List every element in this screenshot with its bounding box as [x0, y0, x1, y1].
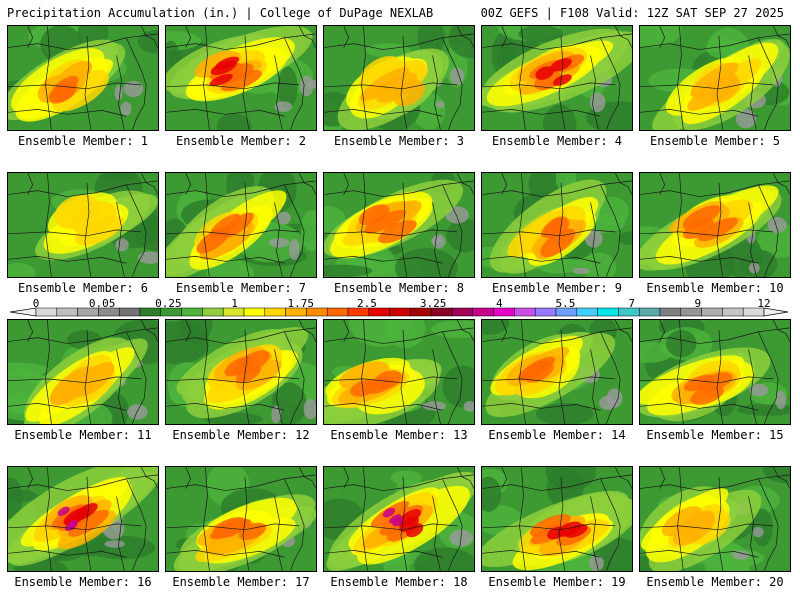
colorbar-tick-label: 0.25	[155, 297, 182, 310]
precip-map	[8, 320, 158, 424]
ensemble-member-label: Ensemble Member: 9	[491, 281, 623, 295]
precip-map	[166, 467, 316, 571]
ensemble-member-label: Ensemble Member: 6	[17, 281, 149, 295]
ensemble-member-map	[165, 319, 317, 425]
precip-map	[324, 467, 474, 571]
ensemble-member-map	[165, 172, 317, 278]
ensemble-member-label: Ensemble Member: 16	[14, 575, 152, 589]
precip-map	[8, 173, 158, 277]
colorbar-tick-label: 1.75	[287, 297, 314, 310]
precip-map	[482, 26, 632, 130]
precip-map	[8, 467, 158, 571]
ensemble-member-map	[639, 172, 791, 278]
ensemble-member-map	[7, 172, 159, 278]
precip-map	[482, 173, 632, 277]
precip-map	[324, 26, 474, 130]
ensemble-member-map	[165, 25, 317, 131]
ensemble-member-map	[323, 319, 475, 425]
header-title: Precipitation Accumulation (in.) | Colle…	[7, 6, 434, 20]
precip-map	[482, 467, 632, 571]
colorbar-tick-label: 5.5	[555, 297, 576, 310]
ensemble-member-map	[481, 466, 633, 572]
ensemble-member-map	[639, 25, 791, 131]
ensemble-member-map	[7, 25, 159, 131]
colorbar-tick-label: 4	[495, 297, 503, 310]
precip-map	[640, 467, 790, 571]
colorbar-tick-label: 2.5	[356, 297, 377, 310]
precip-map	[640, 320, 790, 424]
ensemble-member-label: Ensemble Member: 12	[172, 428, 310, 442]
colorbar-tick-label: 3.25	[419, 297, 447, 310]
ensemble-member-map	[639, 466, 791, 572]
ensemble-member-map	[7, 319, 159, 425]
precip-map	[166, 320, 316, 424]
ensemble-member-label: Ensemble Member: 15	[646, 428, 784, 442]
ensemble-member-map	[7, 466, 159, 572]
precip-map	[482, 320, 632, 424]
precip-map	[640, 173, 790, 277]
colorbar-tick-label: 12	[757, 297, 771, 310]
ensemble-member-label: Ensemble Member: 10	[646, 281, 784, 295]
ensemble-member-label: Ensemble Member: 20	[646, 575, 784, 589]
ensemble-member-map	[481, 319, 633, 425]
precip-map	[166, 173, 316, 277]
ensemble-member-label: Ensemble Member: 8	[333, 281, 465, 295]
ensemble-member-label: Ensemble Member: 4	[491, 134, 623, 148]
ensemble-member-label: Ensemble Member: 2	[175, 134, 307, 148]
ensemble-member-map	[639, 319, 791, 425]
ensemble-member-label: Ensemble Member: 11	[14, 428, 152, 442]
ensemble-member-label: Ensemble Member: 14	[488, 428, 626, 442]
colorbar-tick-label: 1	[231, 297, 238, 310]
ensemble-member-label: Ensemble Member: 3	[333, 134, 465, 148]
precip-map	[640, 26, 790, 130]
ensemble-member-label: Ensemble Member: 17	[172, 575, 310, 589]
colorbar-tick-label: 0	[32, 297, 40, 310]
colorbar-tick-label: 9	[694, 297, 702, 310]
ensemble-member-map	[323, 466, 475, 572]
colorbar	[0, 297, 800, 319]
precip-map	[166, 26, 316, 130]
ensemble-member-map	[481, 25, 633, 131]
colorbar-tick-label: 7	[628, 297, 635, 310]
ensemble-member-map	[165, 466, 317, 572]
ensemble-member-map	[481, 172, 633, 278]
ensemble-member-label: Ensemble Member: 13	[330, 428, 468, 442]
ensemble-member-label: Ensemble Member: 5	[649, 134, 781, 148]
ensemble-member-label: Ensemble Member: 7	[175, 281, 307, 295]
ensemble-member-label: Ensemble Member: 1	[17, 134, 149, 148]
header-valid-time: 00Z GEFS | F108 Valid: 12Z SAT SEP 27 20…	[480, 6, 784, 20]
precip-map	[8, 26, 158, 130]
precip-map	[324, 173, 474, 277]
ensemble-member-label: Ensemble Member: 19	[488, 575, 626, 589]
ensemble-member-map	[323, 172, 475, 278]
ensemble-member-label: Ensemble Member: 18	[330, 575, 468, 589]
ensemble-member-map	[323, 25, 475, 131]
precip-map	[324, 320, 474, 424]
colorbar-tick-label: 0.05	[88, 297, 116, 310]
